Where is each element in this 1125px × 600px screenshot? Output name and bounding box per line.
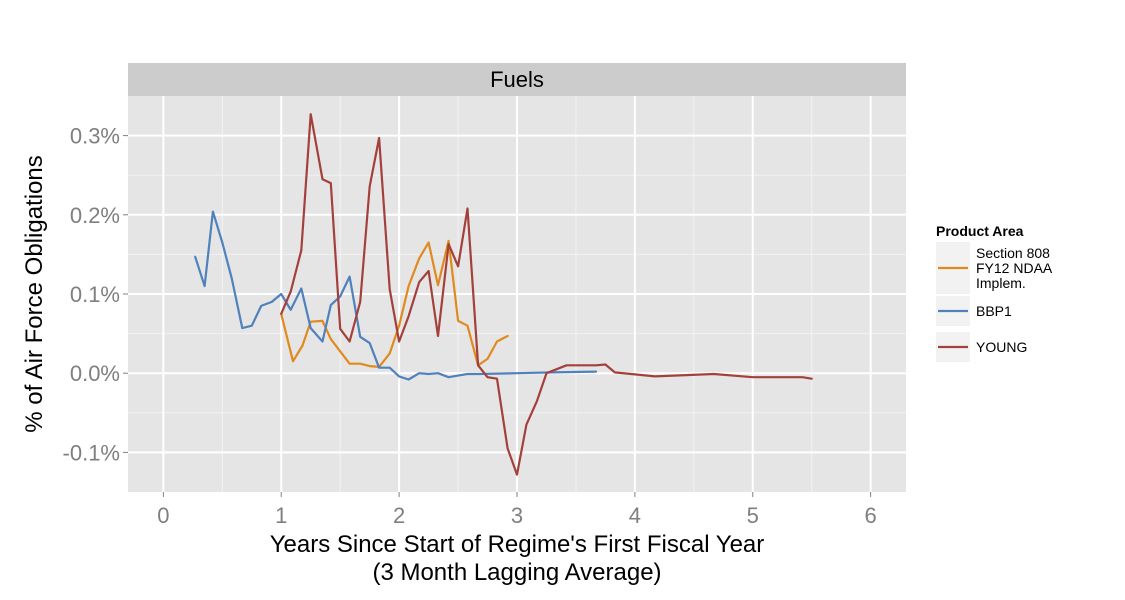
y-axis-ticks: -0.1% 0.0% 0.1% 0.2% 0.3% — [63, 124, 128, 465]
legend-title: Product Area — [936, 223, 1024, 239]
y-tick-label: 0.3% — [70, 124, 120, 149]
y-tick-label: 0.0% — [70, 361, 120, 386]
y-tick-label: 0.1% — [70, 282, 120, 307]
x-axis-subtitle: (3 Month Lagging Average) — [372, 559, 661, 586]
legend-label: Section 808 — [976, 245, 1050, 261]
x-tick-label: 0 — [157, 503, 169, 528]
series-line — [280, 113, 813, 476]
legend-label: BBP1 — [976, 303, 1012, 319]
legend-label: Implem. — [976, 275, 1026, 291]
y-axis-title: % of Air Force Obligations — [21, 155, 48, 432]
x-axis-ticks: 0 1 2 3 4 5 6 — [157, 492, 877, 528]
facet-strip-background — [128, 63, 906, 96]
facet-title: Fuels — [490, 67, 544, 92]
series-line — [280, 239, 509, 368]
legend-label: FY12 NDAA — [976, 260, 1053, 276]
y-tick-label: 0.2% — [70, 203, 120, 228]
x-tick-label: 1 — [275, 503, 287, 528]
x-tick-label: 2 — [393, 503, 405, 528]
legend-label: YOUNG — [976, 339, 1027, 355]
series-layer — [194, 113, 813, 476]
x-tick-label: 5 — [747, 503, 759, 528]
x-tick-label: 3 — [511, 503, 523, 528]
facet-strip: Fuels — [128, 63, 906, 96]
y-tick-label: -0.1% — [63, 440, 120, 465]
x-axis-title: Years Since Start of Regime's First Fisc… — [270, 531, 765, 558]
x-tick-label: 6 — [865, 503, 877, 528]
x-tick-label: 4 — [629, 503, 641, 528]
series-line — [194, 210, 598, 381]
